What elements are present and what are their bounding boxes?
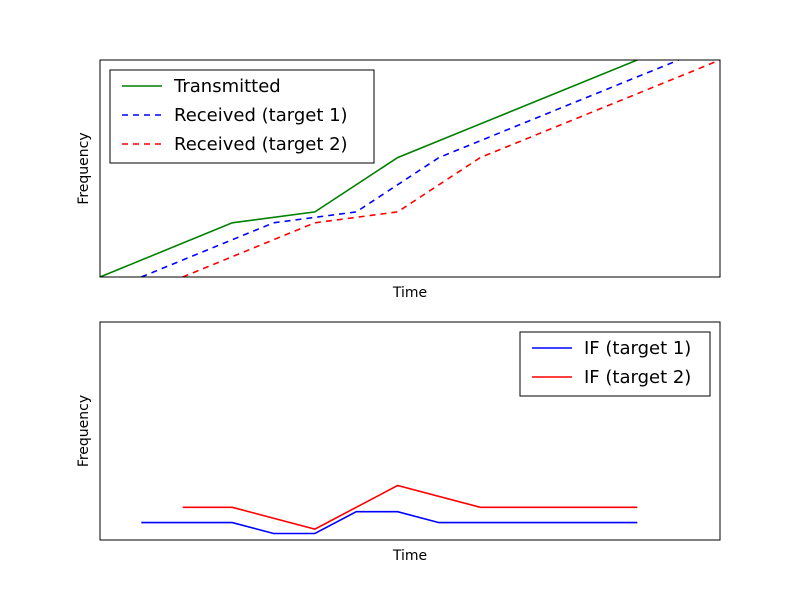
axes-frame-1 <box>99 59 721 278</box>
legend-label-2-2: IF (target 2) <box>584 367 691 388</box>
legend-label-2-1: IF (target 1) <box>584 338 691 359</box>
legend-box-2 <box>519 331 711 397</box>
legend-label-1-2: Received (target 1) <box>174 105 348 126</box>
series-line-1-3 <box>182 60 720 277</box>
y-axis-label-1: Frequency <box>76 132 92 204</box>
legend-label-1-1: Transmitted <box>173 76 281 97</box>
x-axis-label-2: Time <box>392 548 427 564</box>
y-axis-label-2: Frequency <box>76 395 92 467</box>
series-line-1-1 <box>100 60 638 277</box>
x-axis-label-1: Time <box>392 285 427 301</box>
series-line-2-1 <box>141 510 638 535</box>
legend-label-1-3: Received (target 2) <box>174 134 348 155</box>
axes-frame-2 <box>99 321 721 541</box>
series-line-1-2 <box>140 60 680 277</box>
series-line-2-2 <box>182 484 638 530</box>
